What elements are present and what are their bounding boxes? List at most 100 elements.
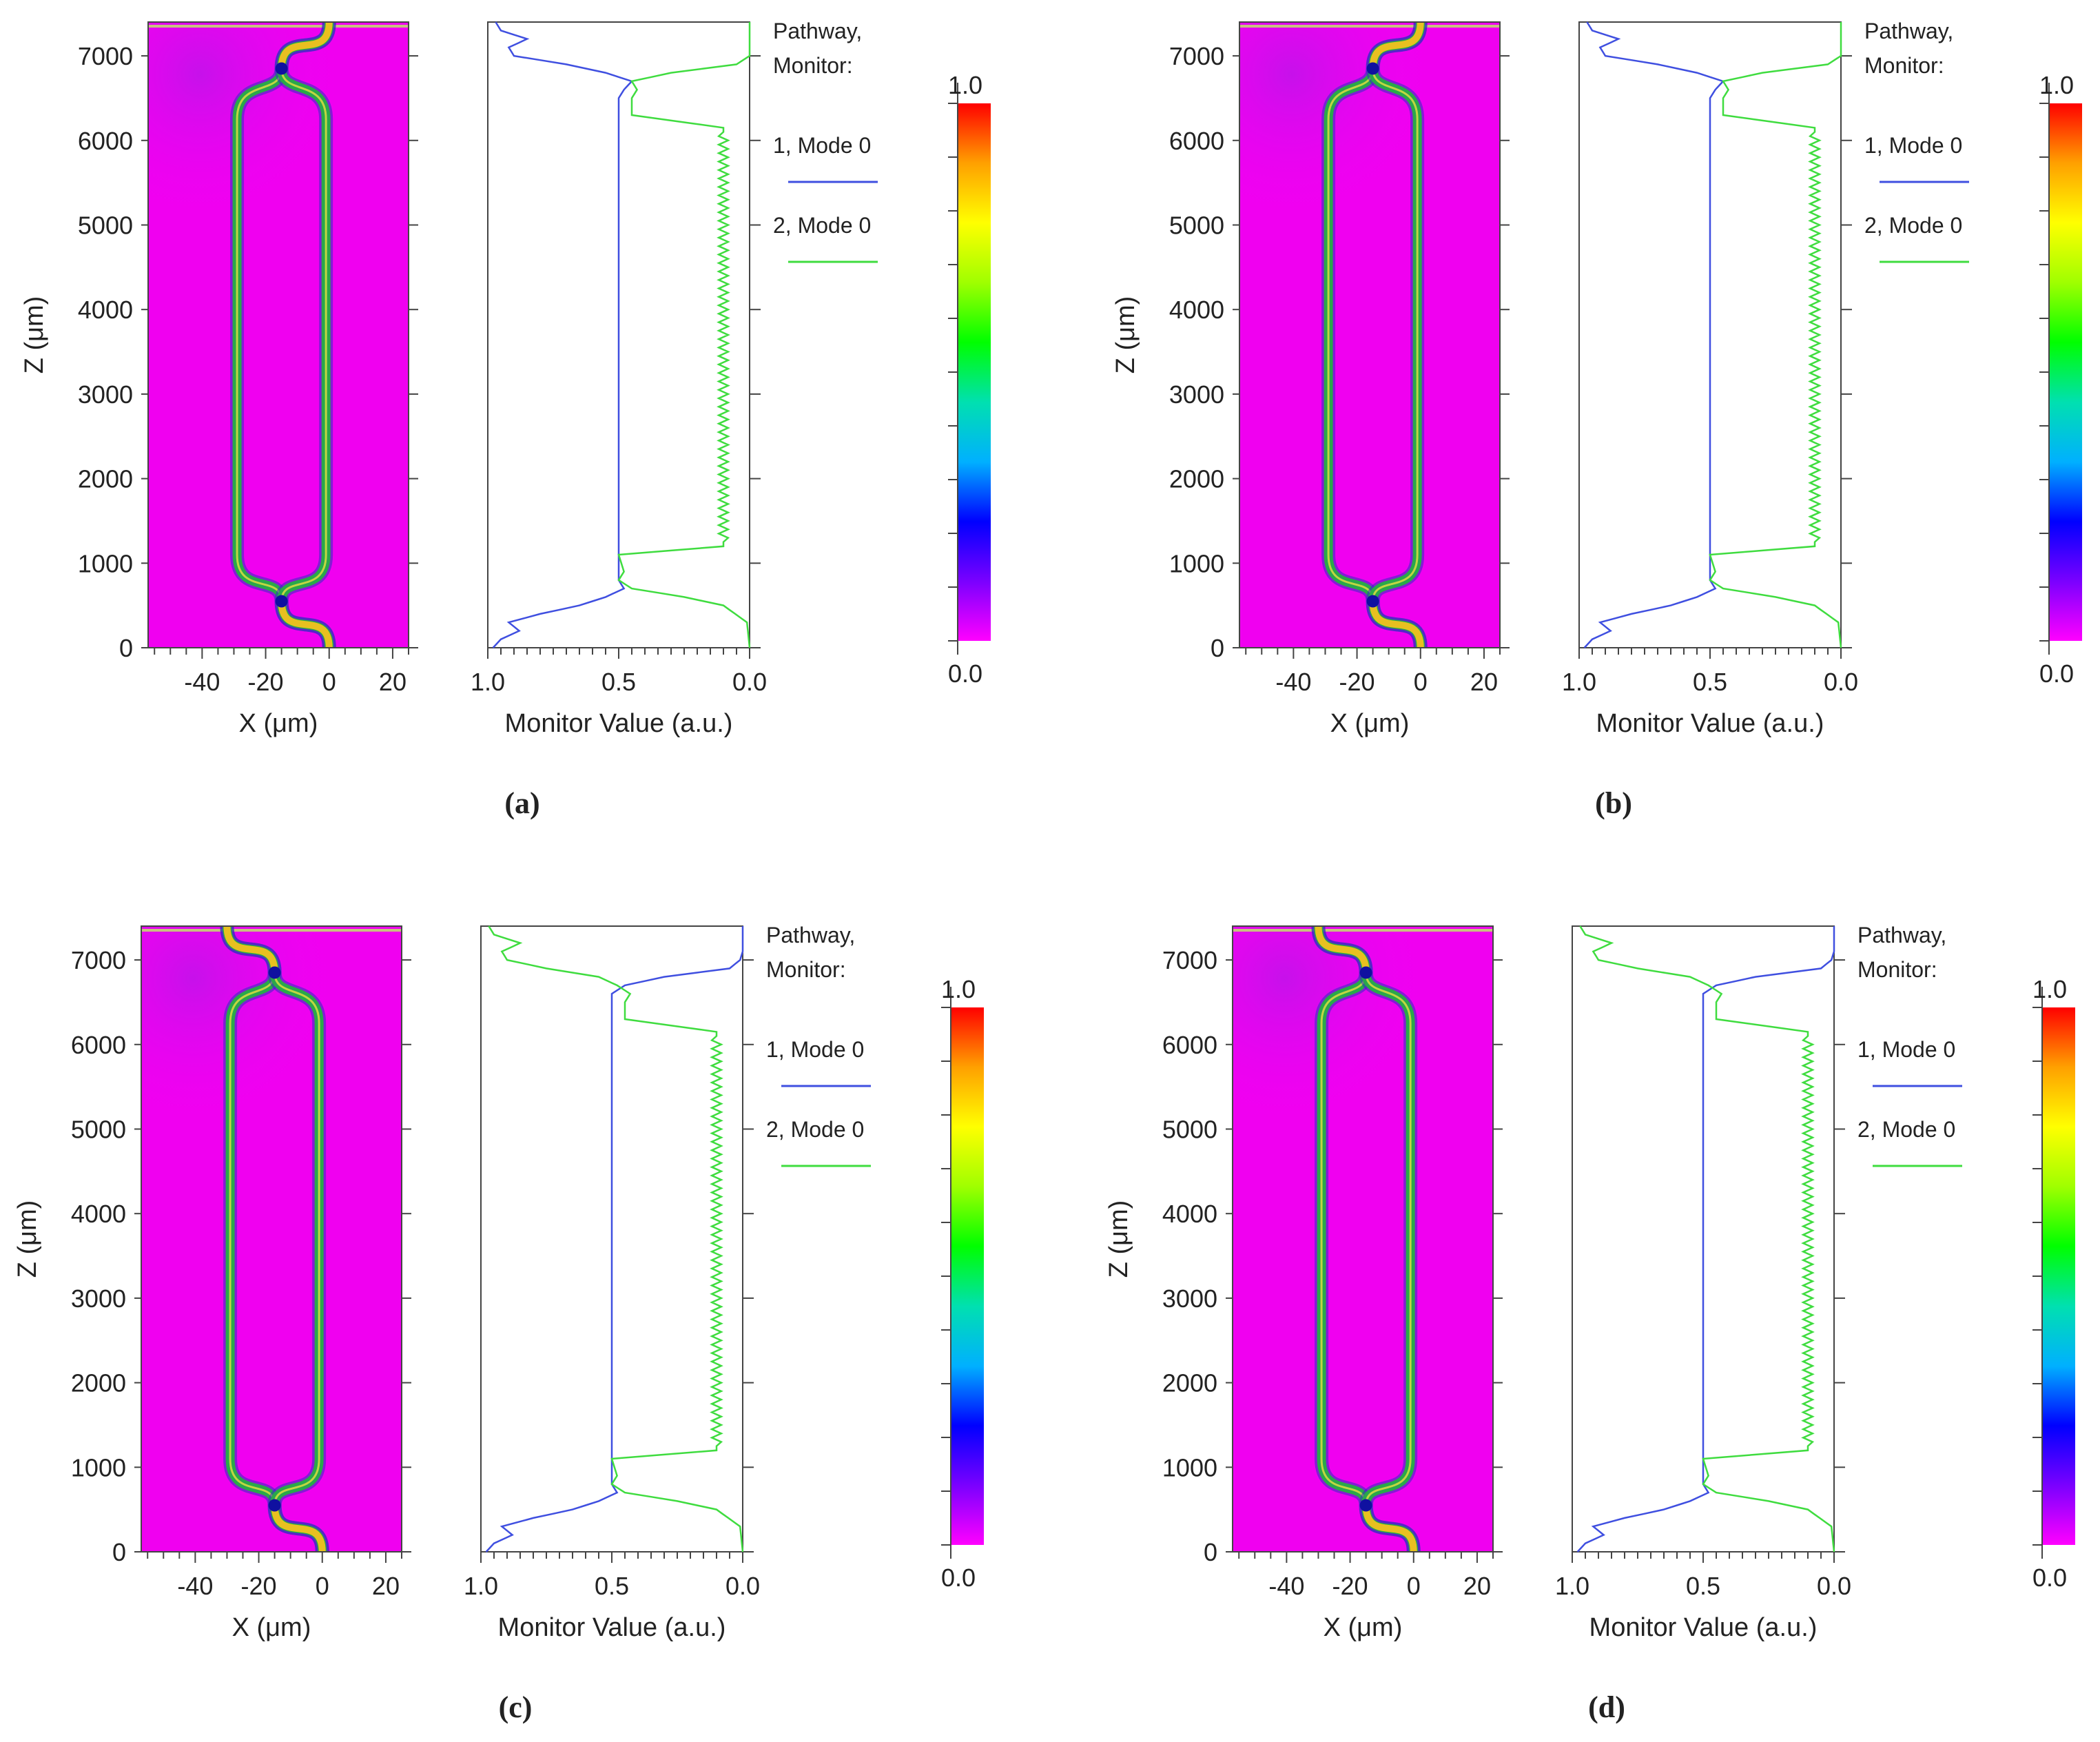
monitor-x-tick-label: 0.0 xyxy=(732,668,767,696)
x-tick-label: 0 xyxy=(316,1572,329,1600)
x-tick-label: -20 xyxy=(1339,668,1375,696)
coupler-point-lower xyxy=(1359,1499,1372,1512)
x-tick-label: 20 xyxy=(372,1572,400,1600)
series-line-2 xyxy=(1579,925,1835,1553)
y-tick-label: 3000 xyxy=(78,380,133,409)
field-map-x-label: X (μm) xyxy=(232,1613,311,1642)
waveguide-input-hot xyxy=(1362,1505,1417,1553)
coupler-point-lower xyxy=(275,595,288,608)
coupler-point-upper xyxy=(1366,62,1379,75)
x-tick-label: 0 xyxy=(1414,668,1428,696)
series-line-2 xyxy=(488,925,744,1553)
y-tick-label: 7000 xyxy=(71,946,126,974)
y-tick-label: 2000 xyxy=(78,465,133,493)
y-tick-label: 7000 xyxy=(78,42,133,70)
colorbar-max-label: 1.0 xyxy=(948,71,982,99)
field-map-top-edge xyxy=(148,25,409,28)
colorbar-max-label: 1.0 xyxy=(2032,975,2067,1003)
field-map-x-label: X (μm) xyxy=(1330,709,1410,738)
panel-label: (b) xyxy=(1595,786,1632,820)
monitor-x-tick-label: 1.0 xyxy=(1555,1572,1589,1600)
colorbar-max-label: 1.0 xyxy=(2039,71,2074,99)
coupler-point-lower xyxy=(268,1499,281,1512)
monitor-x-tick-label: 0.0 xyxy=(1817,1572,1851,1600)
y-tick-label: 1000 xyxy=(71,1453,126,1482)
field-map-top-edge xyxy=(1239,25,1500,28)
y-tick-label: 4000 xyxy=(71,1200,126,1228)
panel-c: 0 1000 2000 3000 4000 5000 6000 7000 -40 -20 0 20 X … xyxy=(13,923,984,1724)
monitor-x-tick-label: 1.0 xyxy=(1562,668,1596,696)
coupler-point-upper xyxy=(1359,966,1372,979)
x-tick-label: 0 xyxy=(322,668,336,696)
y-tick-label: 0 xyxy=(112,1538,126,1566)
y-tick-label: 6000 xyxy=(1162,1031,1217,1059)
y-tick-label: 5000 xyxy=(1169,211,1224,239)
coupler-point-upper xyxy=(268,966,281,979)
monitor-x-tick-label: 0.5 xyxy=(595,1572,629,1600)
y-tick-label: 1000 xyxy=(78,549,133,577)
y-tick-label: 2000 xyxy=(1162,1369,1217,1397)
y-tick-label: 7000 xyxy=(1162,946,1217,974)
field-map-x-label: X (μm) xyxy=(1324,1613,1403,1642)
field-map-top-edge xyxy=(1233,929,1493,932)
panel-d: 0 1000 2000 3000 4000 5000 6000 7000 -40 -20 0 20 X … xyxy=(1104,923,2075,1724)
legend-entry-2: 2, Mode 0 xyxy=(766,1117,864,1142)
y-tick-label: 3000 xyxy=(1169,380,1224,409)
x-tick-label: 20 xyxy=(1463,1572,1491,1600)
legend-title-line2: Monitor: xyxy=(1864,53,1944,78)
y-tick-label: 6000 xyxy=(1169,127,1224,155)
legend-entry-1: 1, Mode 0 xyxy=(766,1037,864,1062)
monitor-x-tick-label: 1.0 xyxy=(471,668,505,696)
y-tick-label: 0 xyxy=(1204,1538,1217,1566)
field-map-y-label: Z (μm) xyxy=(13,1200,42,1278)
field-map-frame xyxy=(1239,21,1501,648)
coupler-point-upper xyxy=(275,62,288,75)
monitor-x-label: Monitor Value (a.u.) xyxy=(1596,709,1824,738)
waveguide-output-hot xyxy=(1369,21,1424,69)
legend-title-line1: Pathway, xyxy=(773,19,862,43)
legend-entry-2: 2, Mode 0 xyxy=(773,213,871,238)
waveguide-output-hot xyxy=(278,21,333,69)
field-map-frame xyxy=(147,21,409,648)
series-line-1 xyxy=(1576,926,1835,1553)
monitor-x-tick-label: 0.0 xyxy=(1824,668,1858,696)
colorbar xyxy=(958,103,991,641)
monitor-x-label: Monitor Value (a.u.) xyxy=(1589,1613,1818,1642)
y-tick-label: 4000 xyxy=(1162,1200,1217,1228)
y-tick-label: 3000 xyxy=(1162,1284,1217,1313)
field-map-y-label: Z (μm) xyxy=(1111,296,1140,374)
field-map-frame xyxy=(1232,925,1494,1553)
x-tick-label: -20 xyxy=(1332,1572,1368,1600)
waveguide-input-hot xyxy=(271,1505,326,1553)
y-tick-label: 5000 xyxy=(71,1115,126,1143)
y-tick-label: 5000 xyxy=(1162,1115,1217,1143)
monitor-x-tick-label: 0.5 xyxy=(1693,668,1727,696)
field-map-y-label: Z (μm) xyxy=(20,296,49,374)
field-map-top-edge xyxy=(141,929,402,932)
x-tick-label: -40 xyxy=(1275,668,1311,696)
colorbar-min-label: 0.0 xyxy=(2039,659,2074,688)
y-tick-label: 0 xyxy=(119,634,133,662)
series-line-1 xyxy=(1583,21,1725,648)
legend-title-line1: Pathway, xyxy=(766,923,855,947)
waveguide-input-hot xyxy=(278,601,333,648)
field-map-x-label: X (μm) xyxy=(239,709,318,738)
field-map-y-label: Z (μm) xyxy=(1104,1200,1133,1278)
colorbar-max-label: 1.0 xyxy=(941,975,976,1003)
monitor-x-tick-label: 1.0 xyxy=(464,1572,498,1600)
legend-entry-1: 1, Mode 0 xyxy=(773,133,871,158)
legend-title-line1: Pathway, xyxy=(1864,19,1953,43)
monitor-x-tick-label: 0.5 xyxy=(601,668,636,696)
x-tick-label: -40 xyxy=(177,1572,213,1600)
monitor-x-tick-label: 0.0 xyxy=(725,1572,760,1600)
legend-entry-1: 1, Mode 0 xyxy=(1864,133,1962,158)
monitor-x-label: Monitor Value (a.u.) xyxy=(498,1613,726,1642)
legend-title-line2: Monitor: xyxy=(1857,957,1937,982)
monitor-x-label: Monitor Value (a.u.) xyxy=(505,709,733,738)
colorbar-min-label: 0.0 xyxy=(941,1564,976,1592)
legend-entry-2: 2, Mode 0 xyxy=(1857,1117,1955,1142)
x-tick-label: 20 xyxy=(1470,668,1498,696)
x-tick-label: -40 xyxy=(184,668,220,696)
legend-title-line2: Monitor: xyxy=(773,53,853,78)
